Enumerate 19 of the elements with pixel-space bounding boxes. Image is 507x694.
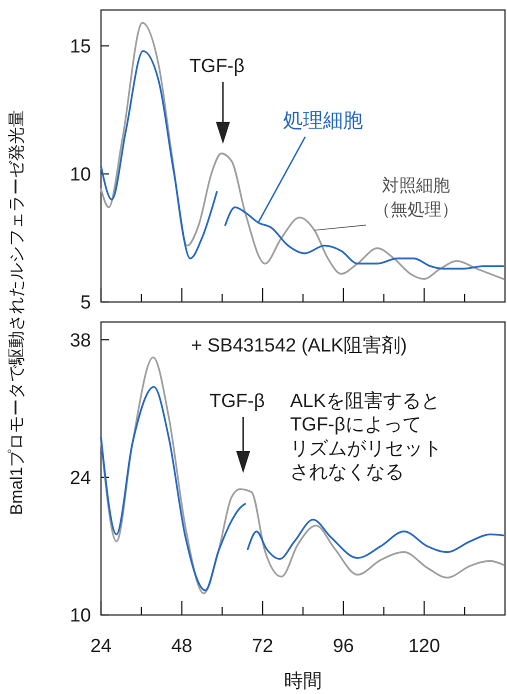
annotation: + SB431542 (ALK阻害剤)	[190, 334, 407, 356]
y-tick-label: 5	[80, 292, 91, 314]
x-tick-label: 48	[171, 636, 192, 657]
x-tick-label: 96	[332, 636, 354, 657]
series-label: 対照細胞（無処理）	[374, 176, 459, 219]
y-tick-label: 15	[70, 36, 91, 58]
y-tick-label: 38	[70, 330, 91, 352]
y-axis-title: Bmal1プロモータで駆動されたルシフェラーゼ発光量	[7, 110, 26, 516]
x-tick-label: 72	[252, 636, 274, 657]
x-axis-title: 時間	[284, 671, 322, 692]
y-tick-label: 24	[70, 468, 92, 489]
text: 処理細胞	[283, 110, 364, 132]
x-tick-label: 24	[90, 636, 112, 657]
y-tick-label: 10	[70, 606, 91, 627]
x-tick-label: 120	[408, 636, 440, 657]
y-tick-label: 10	[70, 164, 91, 186]
annotation: TGF-β	[189, 56, 245, 77]
annotation: ALKを阻害するとTGF-βによってリズムがリセットされなくなる	[290, 390, 442, 484]
annotation: TGF-β	[210, 390, 265, 412]
